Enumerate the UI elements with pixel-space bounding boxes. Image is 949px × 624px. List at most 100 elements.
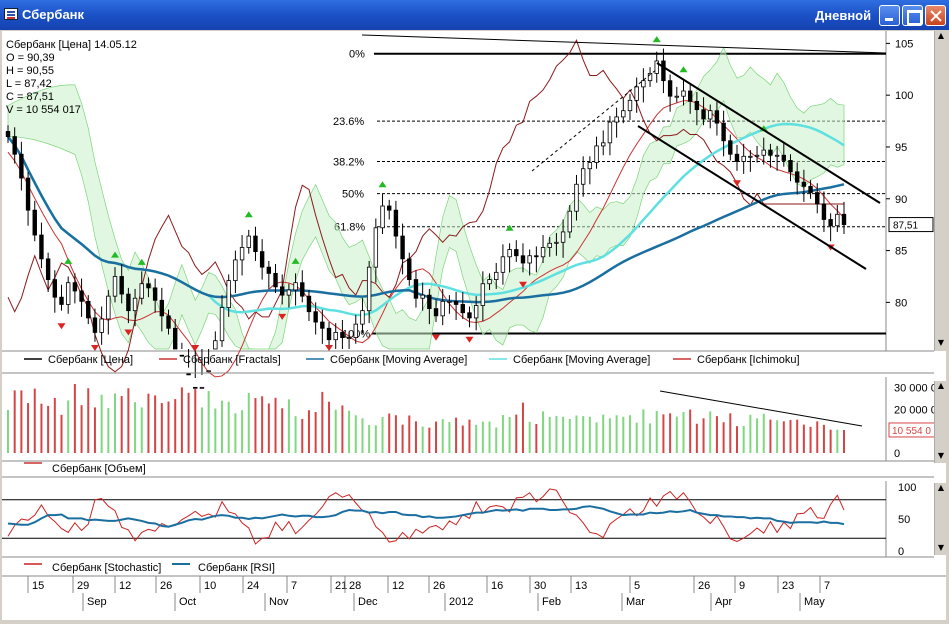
candle-body: [667, 80, 673, 97]
price-tick-label: 90: [895, 194, 907, 206]
oscillator-scrollbar[interactable]: ▲ ▼: [934, 483, 946, 555]
candle-body: [621, 110, 626, 118]
maximize-button[interactable]: [902, 5, 923, 26]
price-panel[interactable]: 1051009590858087,510%23.6%38.2%50%61.8%1…: [2, 31, 934, 389]
candle-body: [768, 149, 773, 156]
candle-body: [112, 276, 118, 297]
oscillator-panel[interactable]: 100 50 0 Сбербанк [Stochastic] Сбербанк [RSI…: [2, 481, 934, 574]
close-button[interactable]: [925, 5, 946, 26]
candle-body: [754, 154, 760, 157]
stochastic-line: [7, 488, 845, 545]
chart-canvas[interactable]: 1051009590858087,510%23.6%38.2%50%61.8%1…: [2, 31, 946, 620]
scroll-up-icon[interactable]: ▲: [937, 381, 945, 390]
fractal-up-marker: [244, 211, 253, 218]
candle-body: [794, 171, 800, 183]
price-tick-label: 105: [895, 38, 913, 50]
candle-body: [320, 321, 325, 329]
candle-body: [567, 210, 572, 233]
volume-scrollbar[interactable]: ▲ ▼: [934, 381, 946, 463]
candle-body: [259, 251, 265, 268]
candle-body: [152, 287, 158, 301]
fib-level-label: 50%: [342, 189, 364, 201]
price-scrollbar[interactable]: ▲ ▼: [934, 31, 946, 351]
time-axis: 15 29 12 26 10 24 7 21 28 12 26 16 30 13 5 26 9 23 7 Sep Oct…: [2, 575, 946, 620]
ichimoku-lagging-line: [7, 39, 844, 373]
scroll-down-icon[interactable]: ▼: [937, 338, 945, 347]
time-day-label: 15: [32, 580, 44, 592]
title-bar[interactable]: Сбербанк Дневной: [0, 0, 949, 30]
fractal-up-marker: [378, 181, 387, 188]
candle-body: [206, 370, 211, 373]
fractal-down-marker: [124, 329, 133, 336]
time-month-label: Oct: [179, 596, 196, 608]
osc-tick-label: 50: [898, 514, 910, 526]
candle-body: [694, 100, 700, 111]
fractal-up-marker: [505, 224, 514, 231]
candle-body: [447, 300, 452, 303]
candle-body: [326, 327, 332, 341]
candle-body: [460, 304, 465, 314]
time-day-label: 5: [634, 580, 640, 592]
legend-label: Сбербанк [Ichimoku]: [697, 354, 800, 366]
candle-body: [514, 249, 519, 257]
candle-body: [721, 122, 726, 142]
candle-body: [92, 317, 98, 333]
candle-body: [708, 110, 713, 120]
ohlc-low: L = 87,42: [6, 78, 52, 90]
candle-body: [801, 181, 807, 187]
time-day-label: 7: [291, 580, 297, 592]
time-day-label: 26: [160, 580, 172, 592]
candle-body: [12, 136, 17, 155]
candle-body: [159, 299, 165, 317]
candle-body: [641, 80, 646, 88]
time-month-label: May: [804, 596, 825, 608]
moving-average-slow: [7, 135, 845, 304]
fractal-up-marker: [291, 257, 300, 264]
candle-body: [835, 213, 840, 227]
candle-body: [139, 283, 144, 299]
time-day-label: 9: [739, 580, 745, 592]
chart-app-icon: [4, 8, 18, 20]
scroll-down-icon[interactable]: ▼: [937, 543, 945, 552]
candle-body: [340, 332, 345, 339]
legend-label: Сбербанк [Moving Average]: [513, 354, 650, 366]
period-label: Дневной: [815, 8, 872, 23]
candle-body: [527, 255, 532, 264]
window-title: Сбербанк: [22, 7, 85, 22]
candle-body: [306, 295, 312, 313]
volume-trendline: [659, 390, 863, 427]
candle-body: [433, 308, 439, 317]
scroll-down-icon[interactable]: ▼: [937, 451, 945, 460]
ohlc-open: O = 90,39: [6, 52, 55, 64]
time-day-label: 10: [204, 580, 216, 592]
candle-body: [520, 255, 526, 264]
candle-body: [701, 109, 706, 120]
chart-area[interactable]: 1051009590858087,510%23.6%38.2%50%61.8%1…: [2, 31, 946, 620]
scroll-up-icon[interactable]: ▲: [937, 483, 945, 492]
candle-body: [534, 255, 539, 258]
legend-label: Сбербанк [RSI]: [198, 562, 275, 574]
candle-body: [393, 209, 399, 237]
candle-body: [166, 315, 171, 329]
candle-body: [300, 282, 305, 297]
candle-body: [280, 286, 285, 296]
candle-body: [79, 290, 84, 302]
candle-body: [540, 247, 546, 258]
candle-body: [580, 168, 586, 185]
ohlc-header: Сбербанк [Цена] 14.05.12: [6, 39, 137, 51]
candle-body: [808, 185, 813, 193]
candle-body: [59, 296, 64, 305]
scroll-up-icon[interactable]: ▲: [937, 31, 945, 40]
candle-body: [239, 247, 245, 261]
candle-body: [714, 110, 720, 124]
minimize-button[interactable]: [879, 5, 900, 26]
candle-body: [360, 310, 365, 325]
candle-body: [146, 283, 151, 289]
candle-body: [199, 386, 205, 389]
candle-body: [39, 234, 44, 260]
ohlc-volume: V = 10 554 017: [6, 104, 81, 116]
time-day-label: 29: [77, 580, 89, 592]
candle-body: [266, 266, 272, 274]
time-month-label: Nov: [269, 596, 289, 608]
